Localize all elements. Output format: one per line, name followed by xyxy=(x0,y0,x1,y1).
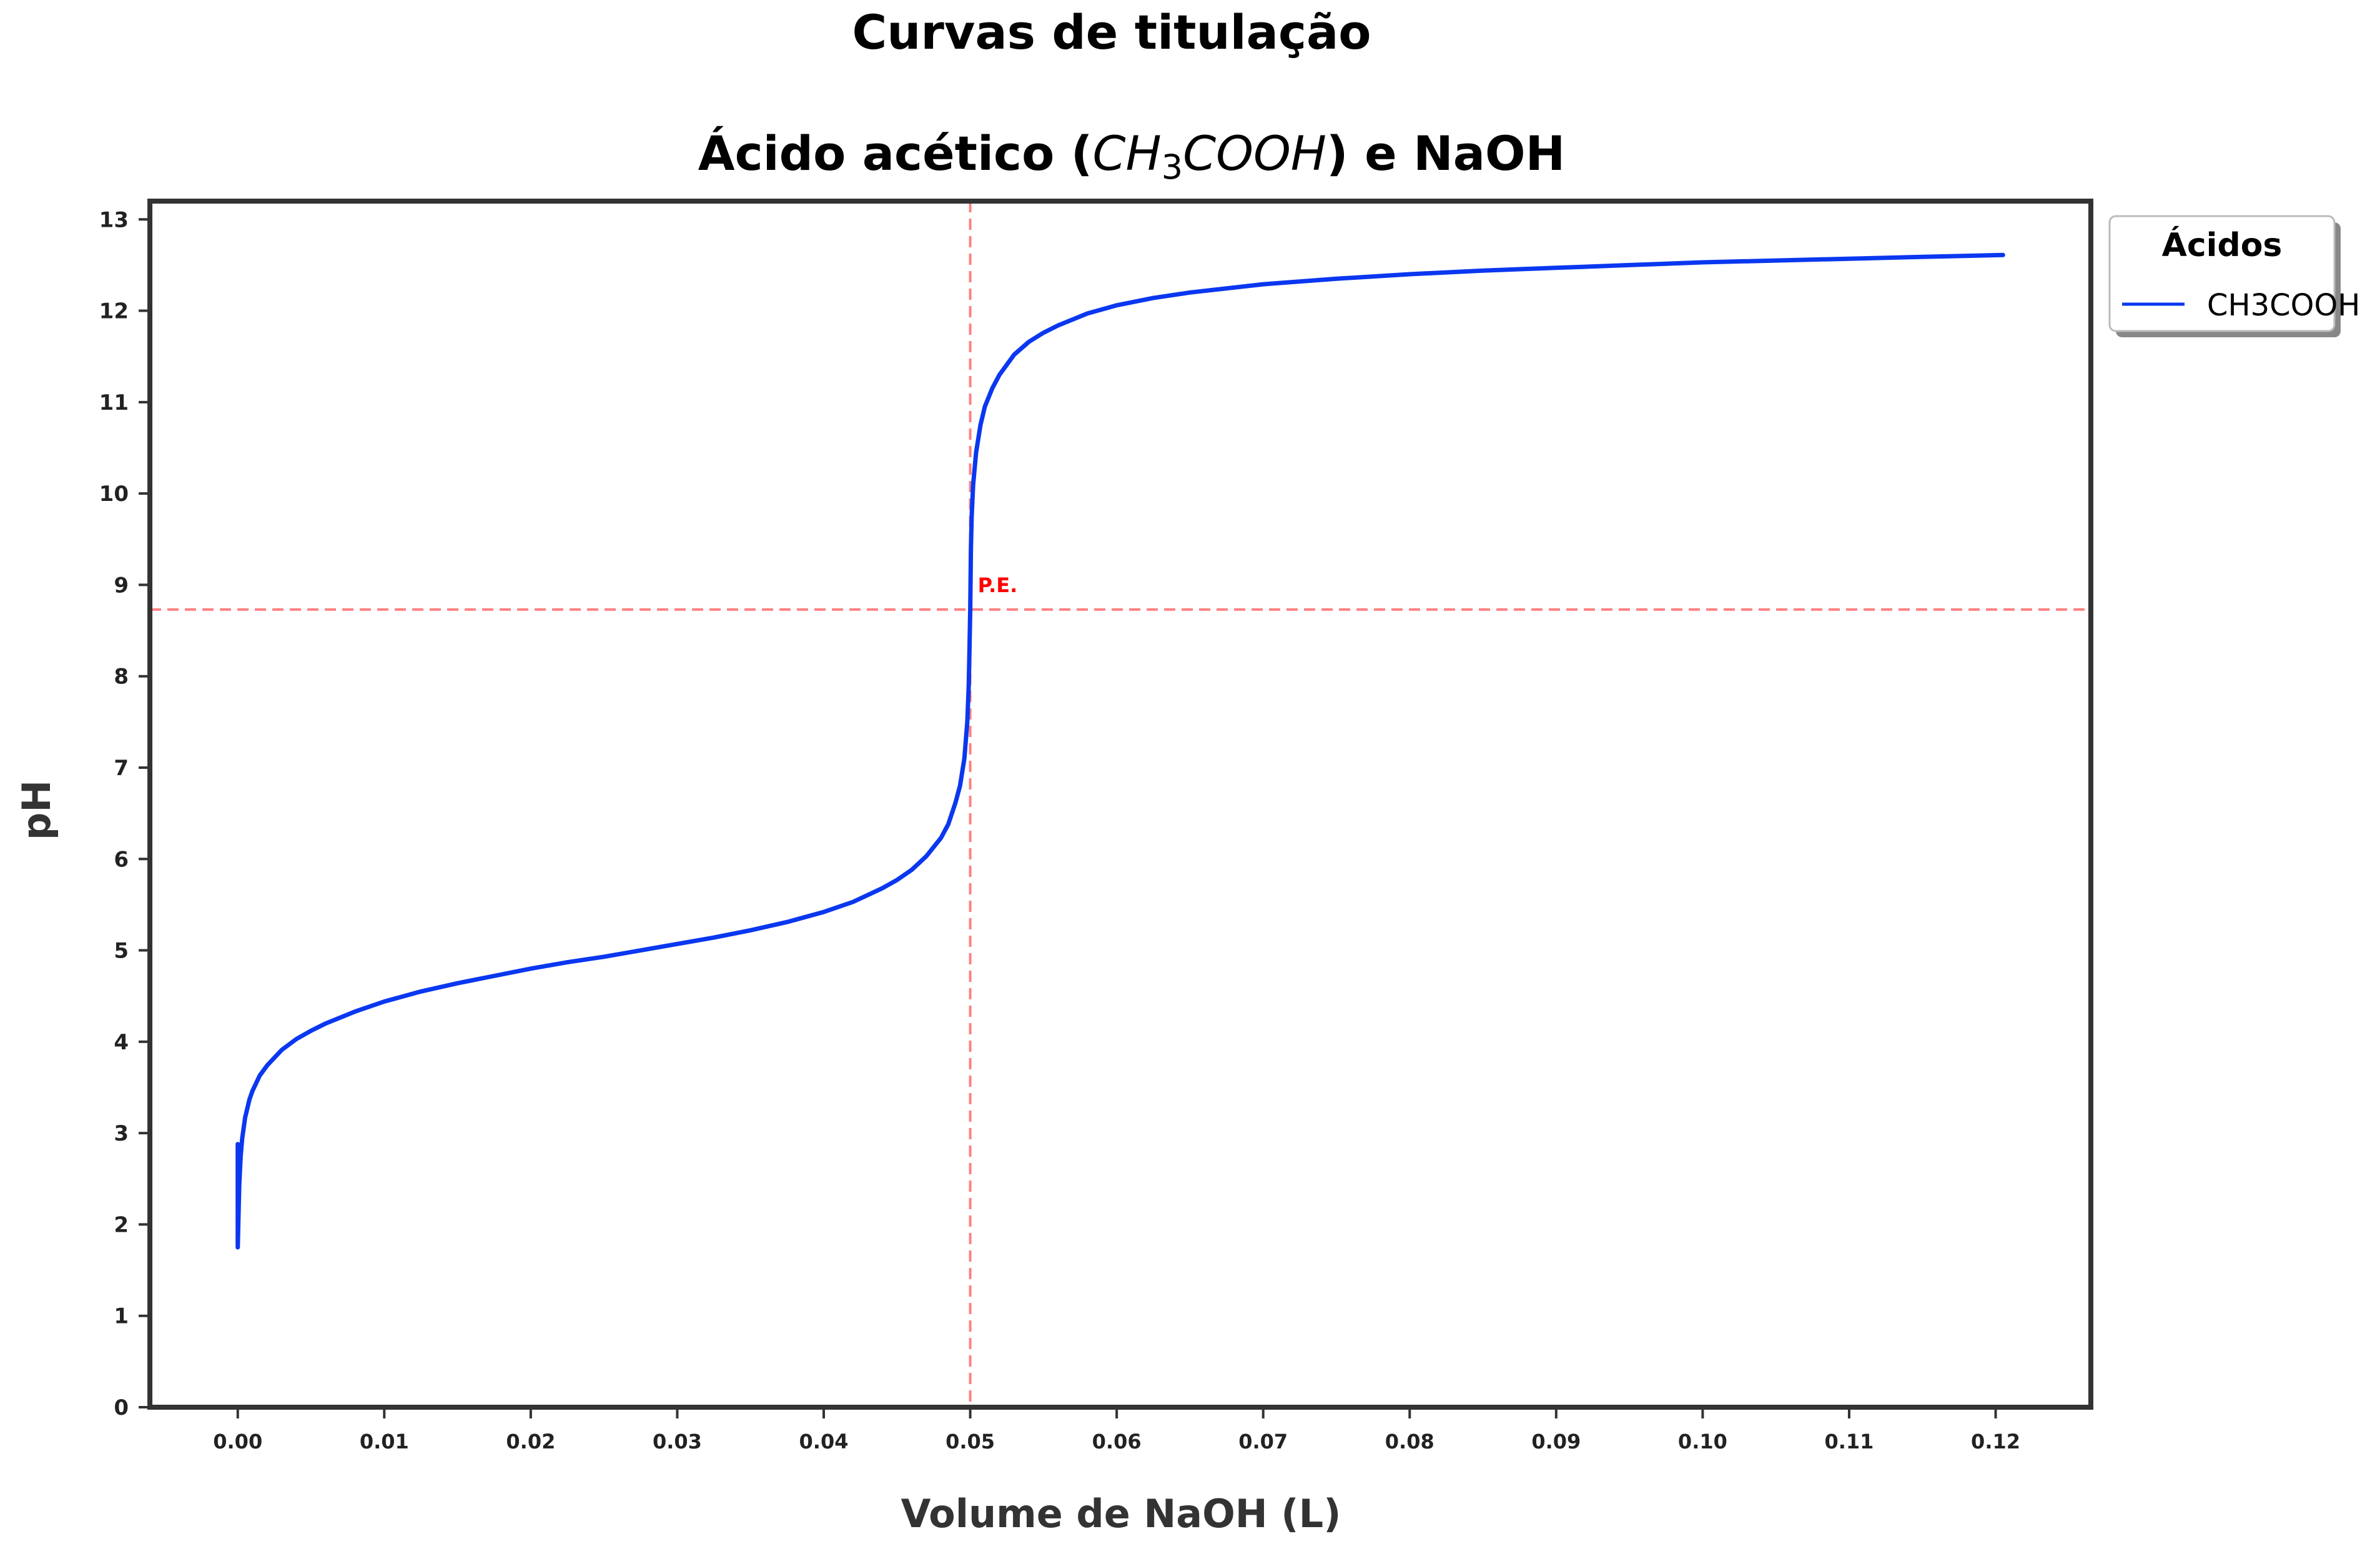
y-tick-label: 5 xyxy=(114,939,129,964)
subtitle-formula-rest: COOH xyxy=(1183,126,1326,181)
chart-title: Curvas de titulação xyxy=(852,4,1371,60)
subtitle-formula-main: CH xyxy=(1092,126,1161,181)
subtitle-formula-subscript: 3 xyxy=(1162,147,1183,187)
y-tick-label: 13 xyxy=(99,207,129,232)
legend-box xyxy=(2108,215,2336,332)
y-tick-label: 0 xyxy=(114,1395,129,1420)
x-tick-label: 0.07 xyxy=(1238,1430,1288,1453)
x-tick-label: 0.02 xyxy=(506,1430,555,1453)
x-tick-label: 0.09 xyxy=(1531,1430,1581,1453)
x-axis-ticks: 0.00 0.01 0.02 0.03 0.04 0.05 0.06 0.07 0.08 0.09… xyxy=(213,1407,2020,1453)
plot-area: P.E. xyxy=(147,199,2093,1410)
x-tick-label: 0.11 xyxy=(1824,1430,1874,1453)
legend: Ácidos CH3COOH xyxy=(2108,215,2360,337)
x-tick-label: 0.10 xyxy=(1678,1430,1727,1453)
x-axis-label: Volume de NaOH (L) xyxy=(901,1491,1341,1537)
y-tick-label: 1 xyxy=(114,1304,129,1329)
y-axis-label: pH xyxy=(14,780,59,840)
y-tick-label: 8 xyxy=(114,665,129,690)
equivalence-point-label: P.E. xyxy=(978,573,1018,597)
y-tick-label: 11 xyxy=(99,390,129,415)
y-tick-label: 10 xyxy=(99,482,129,507)
chart-subtitle: Ácido acético (CH3COOH) e NaOH xyxy=(698,126,1565,187)
y-tick-label: 6 xyxy=(114,847,129,872)
x-tick-label: 0.01 xyxy=(360,1430,409,1453)
y-tick-label: 4 xyxy=(114,1030,129,1055)
x-tick-label: 0.04 xyxy=(799,1430,849,1453)
y-tick-label: 7 xyxy=(114,756,129,781)
subtitle-prefix: Ácido acético ( xyxy=(698,126,1093,181)
plot-frame xyxy=(147,199,2093,1410)
y-tick-label: 9 xyxy=(114,573,129,598)
subtitle-suffix: ) e NaOH xyxy=(1326,126,1565,181)
y-tick-label: 2 xyxy=(114,1212,129,1237)
x-tick-label: 0.06 xyxy=(1092,1430,1142,1453)
y-tick-label: 3 xyxy=(114,1121,129,1146)
x-tick-label: 0.00 xyxy=(213,1430,262,1453)
x-tick-label: 0.03 xyxy=(653,1430,702,1453)
x-tick-label: 0.05 xyxy=(946,1430,995,1453)
y-tick-label: 12 xyxy=(99,299,129,324)
x-tick-label: 0.12 xyxy=(1971,1430,2020,1453)
legend-title: Ácidos xyxy=(2162,226,2283,264)
x-tick-label: 0.08 xyxy=(1385,1430,1434,1453)
series-line-0 xyxy=(235,252,2005,1250)
legend-series-label: CH3COOH xyxy=(2207,288,2360,323)
